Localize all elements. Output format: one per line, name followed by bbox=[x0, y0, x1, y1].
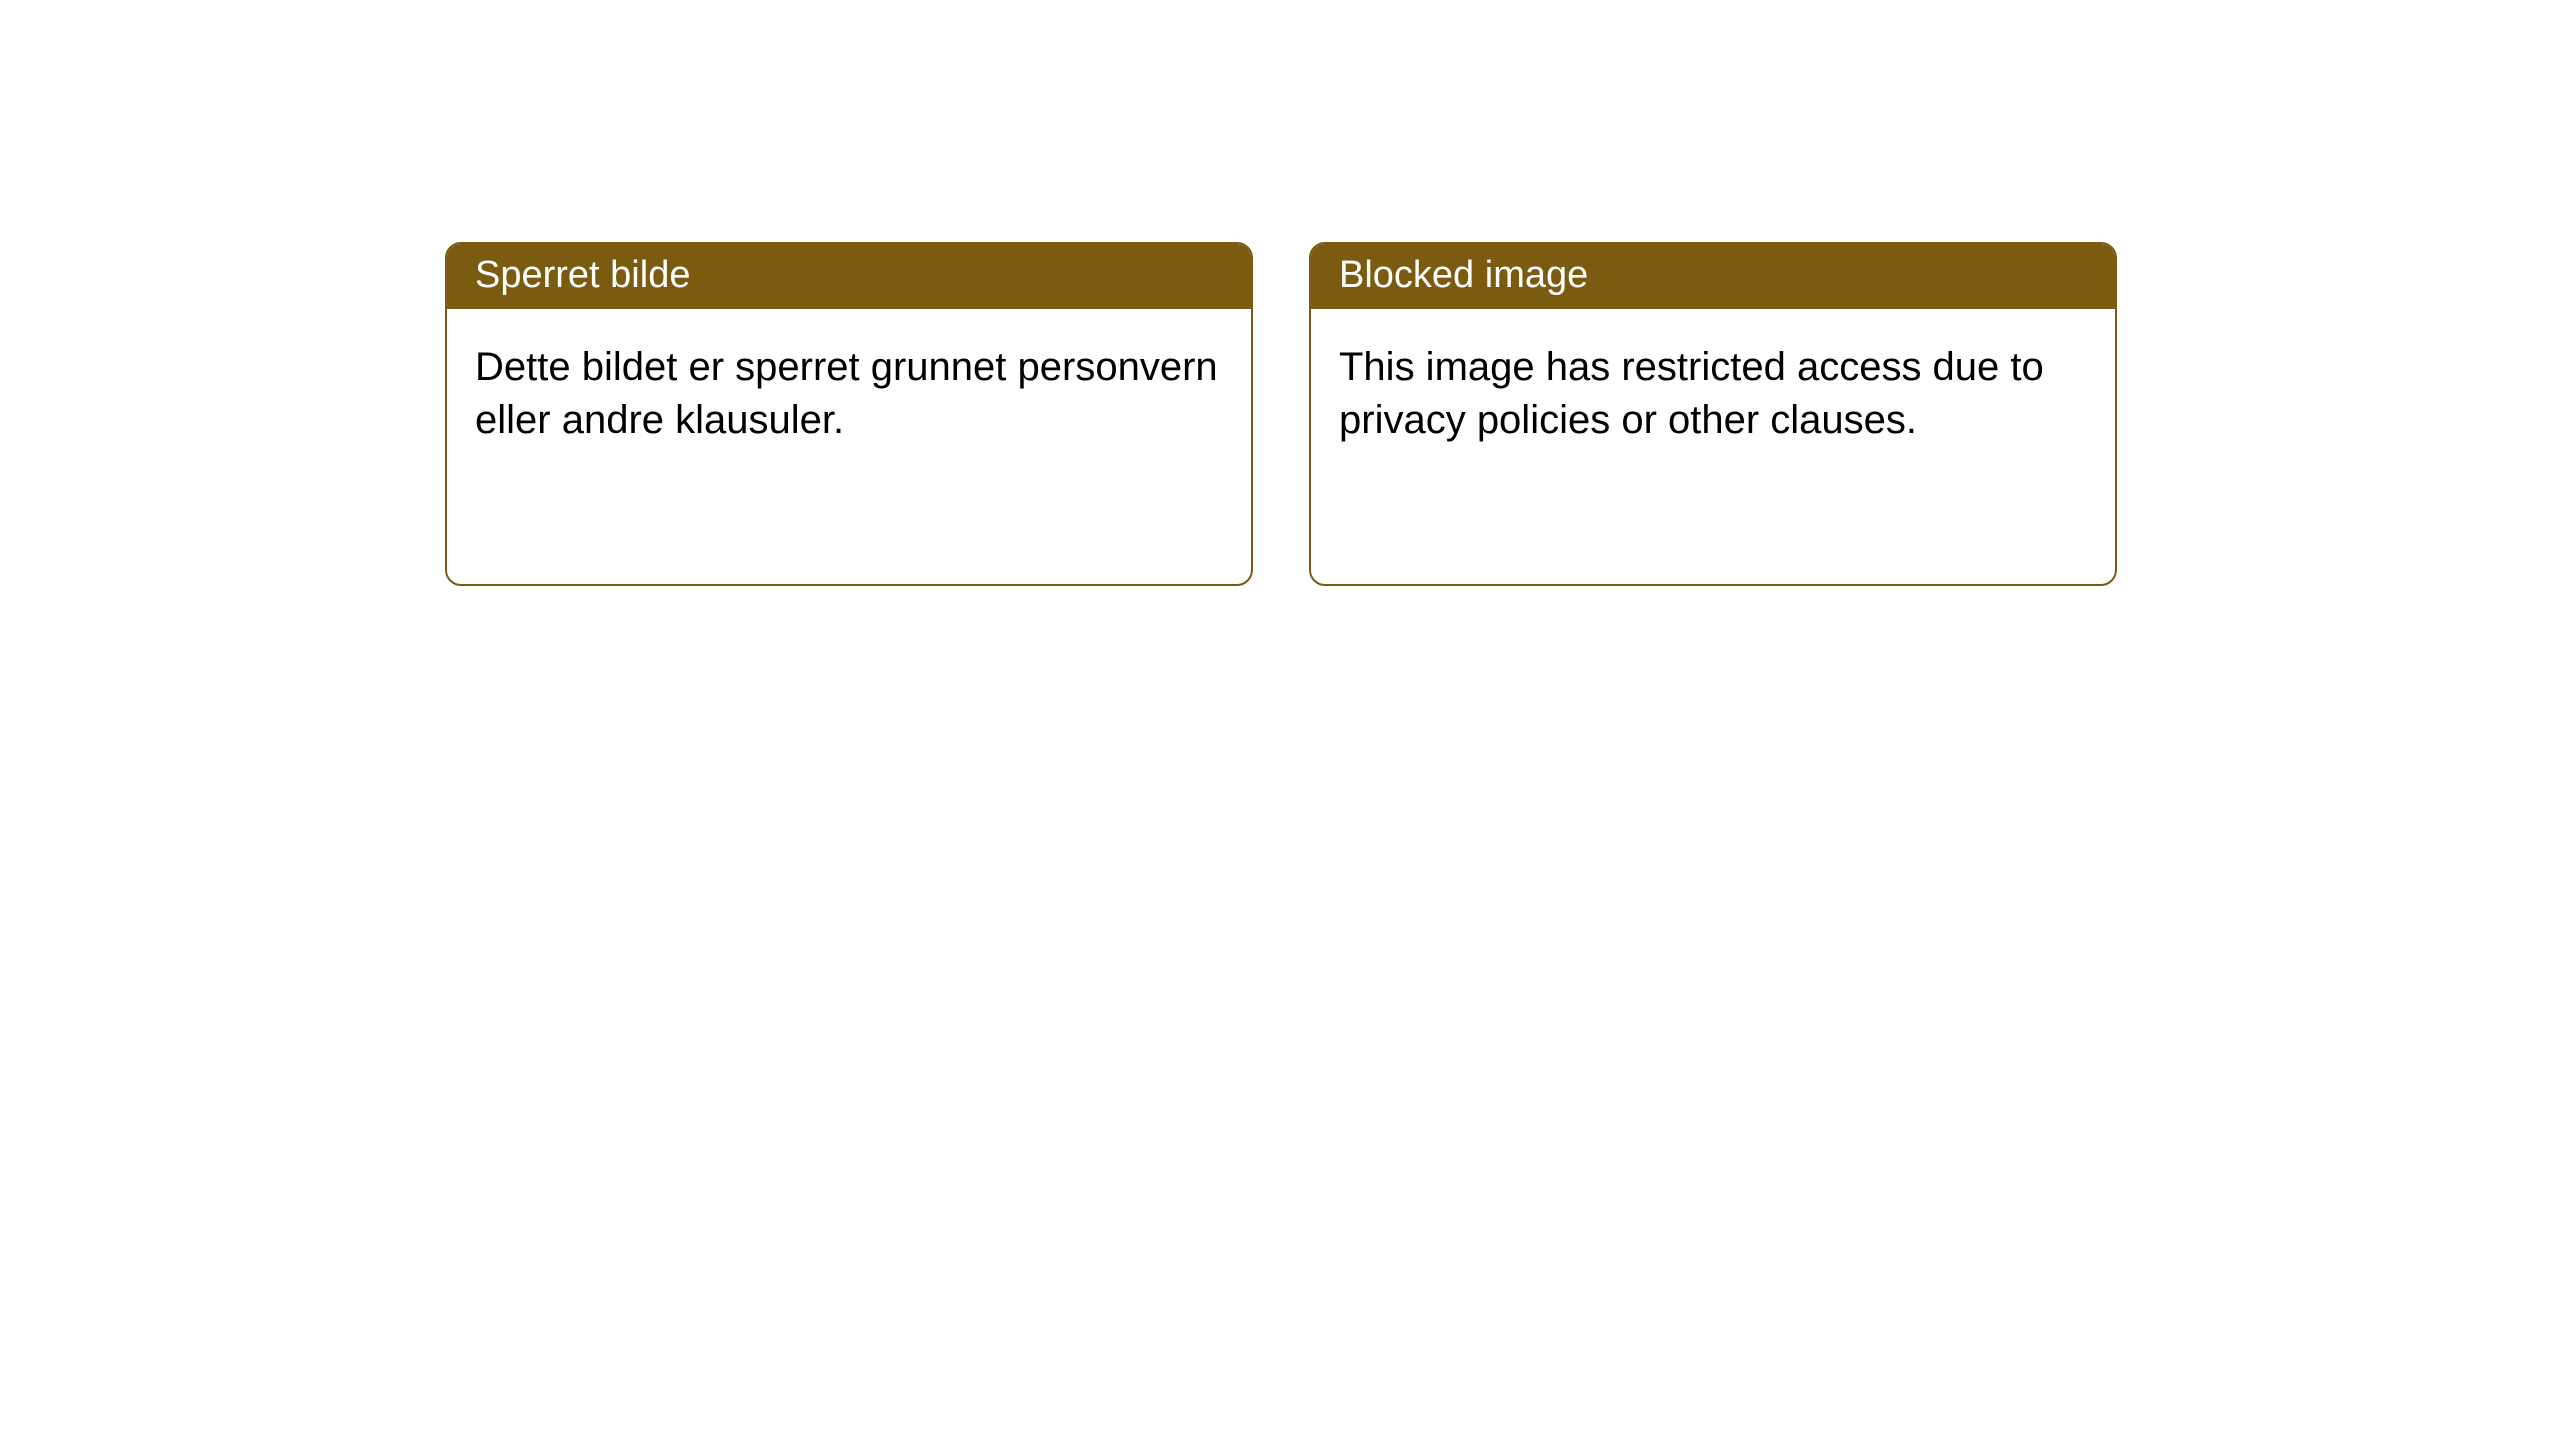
notice-card-norwegian: Sperret bilde Dette bildet er sperret gr… bbox=[445, 242, 1253, 586]
notice-container: Sperret bilde Dette bildet er sperret gr… bbox=[0, 0, 2560, 586]
notice-body: This image has restricted access due to … bbox=[1311, 309, 2115, 584]
notice-title: Sperret bilde bbox=[447, 244, 1251, 309]
notice-card-english: Blocked image This image has restricted … bbox=[1309, 242, 2117, 586]
notice-body: Dette bildet er sperret grunnet personve… bbox=[447, 309, 1251, 584]
notice-title: Blocked image bbox=[1311, 244, 2115, 309]
